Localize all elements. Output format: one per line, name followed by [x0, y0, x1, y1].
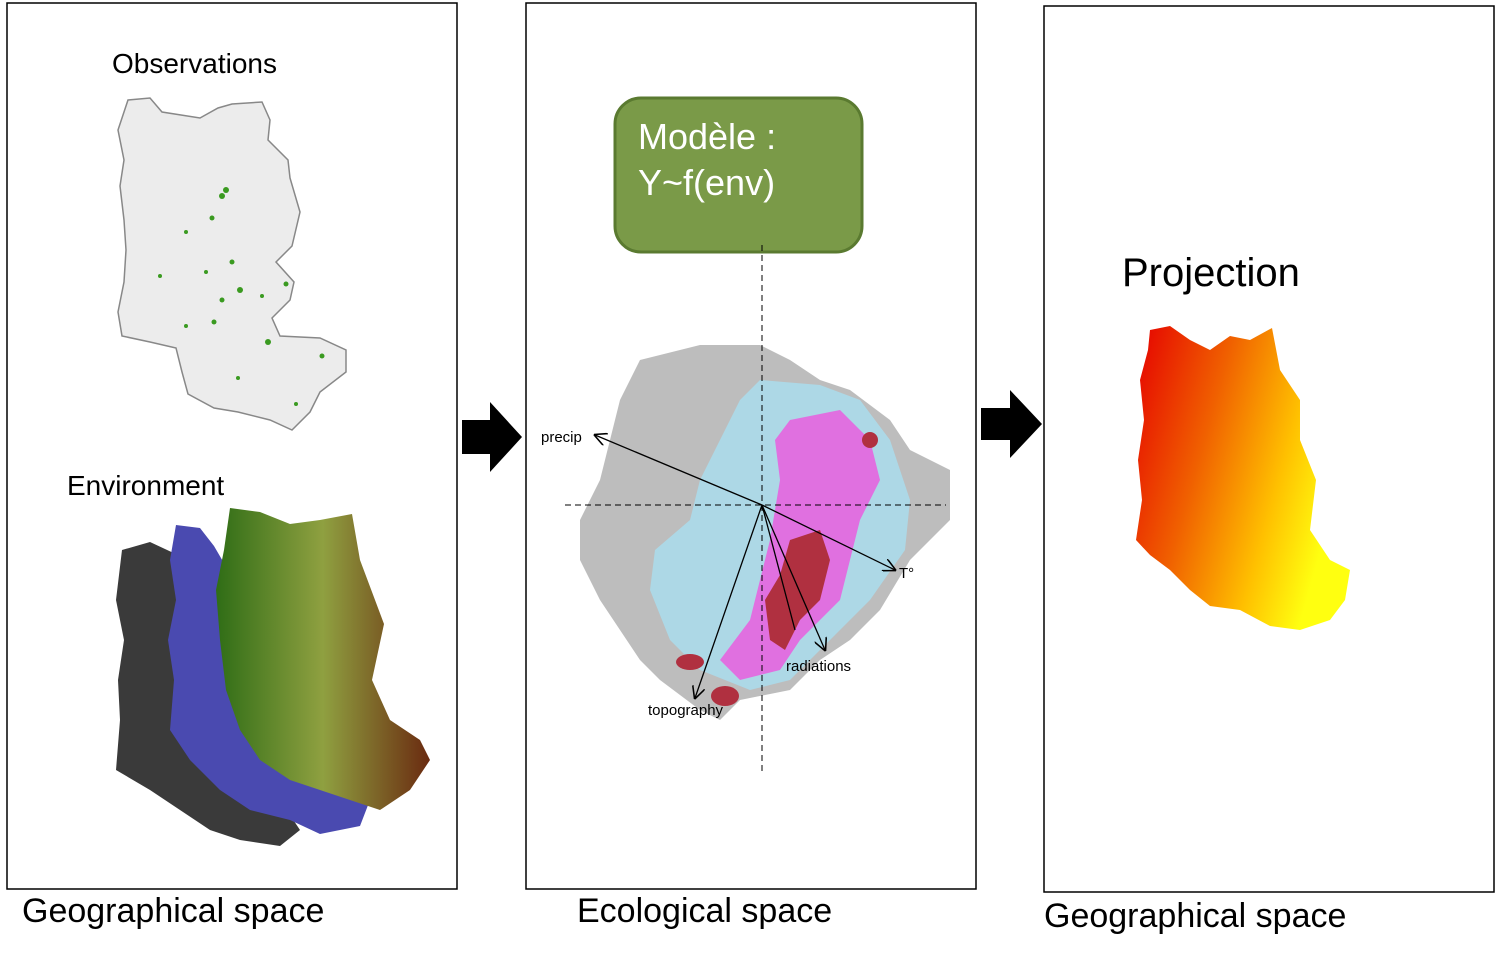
panel-frame — [525, 2, 977, 890]
panel-caption: Geographical space — [22, 892, 324, 930]
projection-map — [1136, 326, 1350, 630]
panel-frame — [1043, 5, 1495, 893]
loading-arrow — [595, 435, 763, 506]
observation-point — [319, 353, 325, 359]
flow-arrow — [462, 402, 522, 472]
model-text: Y~f(env) — [638, 162, 775, 203]
loading-arrow — [761, 504, 825, 650]
observation-point — [158, 274, 162, 278]
panel-caption: Ecological space — [577, 892, 832, 930]
panel-title: Projection — [1122, 251, 1300, 295]
observation-point — [211, 319, 217, 325]
ecology-density — [862, 432, 878, 448]
observation-point — [184, 230, 188, 234]
observation-point — [283, 281, 289, 287]
ecology-density — [765, 530, 830, 650]
observation-point — [204, 270, 208, 274]
environment-layer — [116, 542, 300, 846]
observation-point — [237, 287, 243, 293]
panel-caption: Geographical space — [1044, 897, 1346, 935]
observation-point — [260, 294, 264, 298]
environment-layer — [216, 508, 430, 810]
observation-point — [223, 187, 229, 193]
axis-label: precip — [541, 429, 582, 446]
observation-point — [209, 215, 215, 221]
observation-point — [294, 402, 298, 406]
axis-label: topography — [648, 702, 724, 719]
observation-point — [236, 376, 240, 380]
model-box — [613, 96, 864, 254]
ecology-density — [711, 686, 739, 706]
axis-label: T° — [899, 565, 914, 582]
observation-point — [219, 297, 225, 303]
observation-point — [229, 259, 235, 265]
loading-arrow — [695, 504, 763, 698]
axis-label: radiations — [786, 658, 851, 675]
loading-arrow — [761, 504, 796, 631]
section-title: Environment — [67, 470, 224, 501]
observation-point — [219, 193, 225, 199]
model-text: Modèle : — [638, 116, 776, 157]
ecology-density — [676, 654, 704, 670]
flow-arrow — [981, 390, 1042, 458]
panel-frame — [6, 2, 458, 890]
loading-arrow — [761, 504, 895, 570]
observation-point — [265, 339, 271, 345]
section-title: Observations — [112, 48, 277, 79]
observation-points — [158, 187, 325, 406]
observation-point — [184, 324, 188, 328]
